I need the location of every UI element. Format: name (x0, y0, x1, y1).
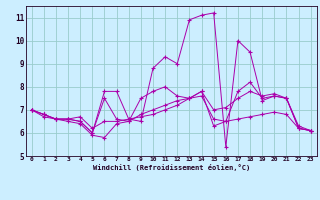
X-axis label: Windchill (Refroidissement éolien,°C): Windchill (Refroidissement éolien,°C) (92, 164, 250, 171)
